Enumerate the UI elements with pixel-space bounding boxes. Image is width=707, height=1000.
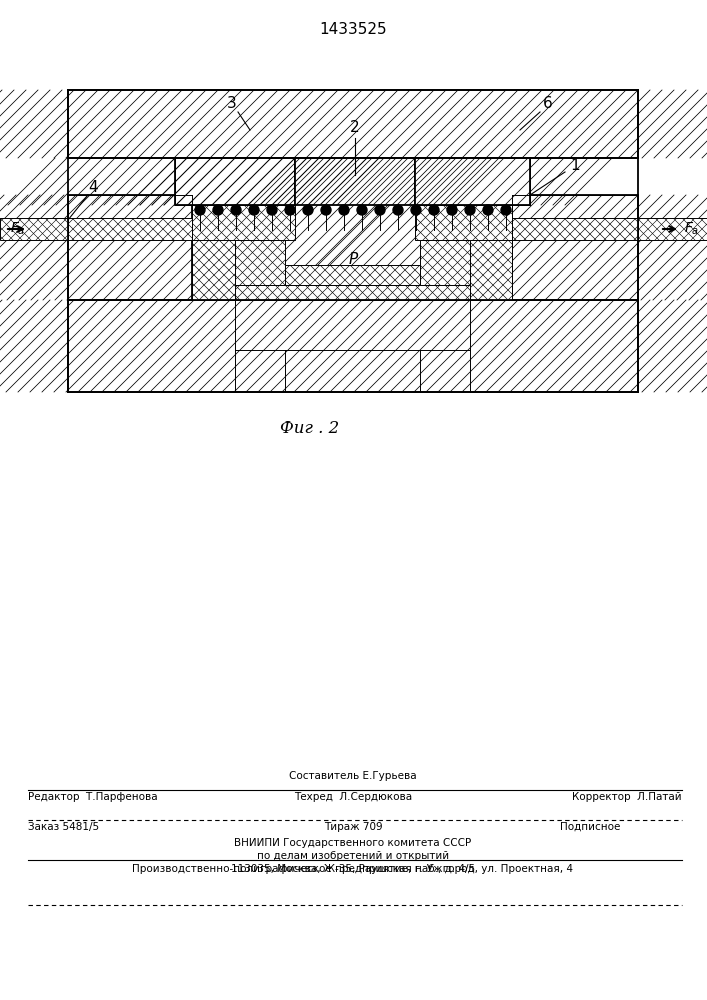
Circle shape [357,205,367,215]
Polygon shape [0,218,68,240]
Polygon shape [235,285,470,300]
Circle shape [339,205,349,215]
Text: Тираж 709: Тираж 709 [324,822,382,832]
Text: Составитель Е.Гурьева: Составитель Е.Гурьева [289,771,417,781]
Text: P: P [349,252,358,267]
Text: Заказ 5481/5: Заказ 5481/5 [28,822,99,832]
Bar [415,158,530,205]
Circle shape [285,205,295,215]
Bar [68,300,638,392]
Circle shape [267,205,277,215]
Circle shape [375,205,385,215]
Text: $F_a$: $F_a$ [10,221,25,237]
Polygon shape [235,240,285,285]
Text: Корректор  Л.Патай: Корректор Л.Патай [573,792,682,802]
Text: Фиг . 2: Фиг . 2 [281,420,339,437]
Text: Редактор  Т.Парфенова: Редактор Т.Парфенова [28,792,158,802]
Bar [512,195,638,300]
Circle shape [213,205,223,215]
Circle shape [303,205,313,215]
Text: Подписное: Подписное [560,822,620,832]
Polygon shape [470,240,512,300]
Circle shape [429,205,439,215]
Text: Производственно-полиграфическое предприятие, г. Ужгород, ул. Проектная, 4: Производственно-полиграфическое предприя… [132,864,573,874]
Circle shape [231,205,241,215]
Circle shape [393,205,403,215]
Circle shape [411,205,421,215]
Circle shape [195,205,205,215]
Text: ВНИИПИ Государственного комитета СССР: ВНИИПИ Государственного комитета СССР [235,838,472,848]
Text: $F_a$: $F_a$ [684,221,700,237]
Bar [68,195,192,300]
Polygon shape [285,265,420,285]
Text: 6: 6 [543,96,553,110]
Polygon shape [512,218,638,240]
Bar [68,90,638,158]
Polygon shape [192,240,235,300]
Polygon shape [415,205,512,240]
Polygon shape [638,218,707,240]
Text: 4: 4 [88,180,98,196]
Polygon shape [420,240,470,285]
Circle shape [483,205,493,215]
Bar [295,158,415,205]
Polygon shape [68,218,192,240]
Circle shape [321,205,331,215]
Circle shape [249,205,259,215]
Text: по делам изобретений и открытий: по делам изобретений и открытий [257,851,449,861]
Text: 3: 3 [227,96,237,110]
Circle shape [465,205,475,215]
Text: 2: 2 [350,120,360,135]
Text: 1433525: 1433525 [319,22,387,37]
Circle shape [501,205,511,215]
Text: Техред  Л.Сердюкова: Техред Л.Сердюкова [294,792,412,802]
Text: 1: 1 [570,157,580,172]
Bar [175,158,295,205]
Polygon shape [192,205,295,240]
Text: 113035, Москва, Ж-35, Раушская наб., д. 4/5: 113035, Москва, Ж-35, Раушская наб., д. … [231,864,475,874]
Circle shape [447,205,457,215]
